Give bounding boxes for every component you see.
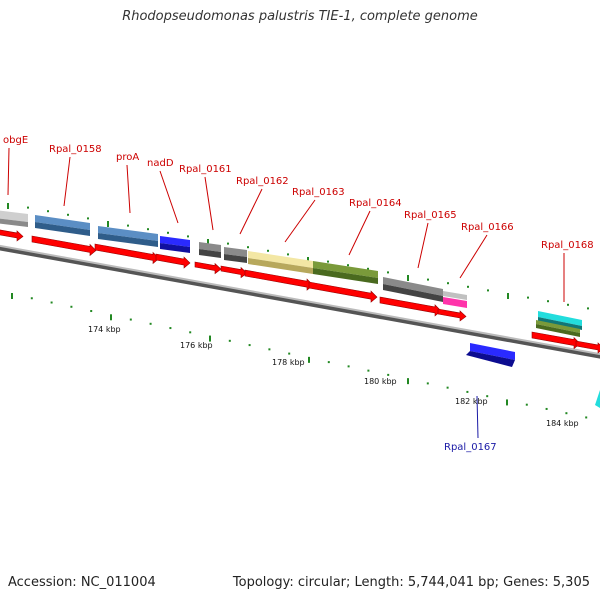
cds-track bbox=[0, 229, 600, 354]
scale-label-184: 184 kbp bbox=[546, 419, 579, 428]
cds-arrow[interactable] bbox=[31, 235, 97, 257]
leader-line bbox=[204, 176, 214, 231]
gene-label-rpal-0165: Rpal_0165 bbox=[404, 210, 457, 221]
tick-tracks bbox=[7, 203, 589, 419]
gene-label-rpal-0163: Rpal_0163 bbox=[292, 187, 345, 198]
leader-line bbox=[476, 395, 479, 439]
scale-label-174: 174 kbp bbox=[88, 325, 121, 334]
gene-label-rpal-0164: Rpal_0164 bbox=[349, 198, 402, 209]
gene-label-rpal-0161: Rpal_0161 bbox=[179, 164, 232, 175]
feature-proA[interactable] bbox=[98, 226, 158, 247]
map-title: Rhodopseudomonas palustris TIE-1, comple… bbox=[122, 9, 478, 24]
scale-labels: 174 kbp 176 kbp 178 kbp 180 kbp 182 kbp … bbox=[88, 325, 579, 428]
gene-label-obgE: obgE bbox=[3, 135, 28, 146]
leader-line bbox=[7, 147, 10, 196]
cds-arrow[interactable] bbox=[575, 340, 600, 354]
gene-label-rpal-0166: Rpal_0166 bbox=[461, 222, 514, 233]
feature-rpal-0161[interactable] bbox=[199, 242, 221, 258]
cds-arrow[interactable] bbox=[194, 261, 222, 275]
scale-label-182: 182 kbp bbox=[455, 397, 488, 406]
feature-nadD[interactable] bbox=[160, 236, 190, 253]
cds-arrow[interactable] bbox=[0, 229, 24, 242]
topology-label: Topology: circular; Length: 5,744,041 bp… bbox=[232, 575, 590, 590]
cds-arrow[interactable] bbox=[155, 253, 191, 269]
feature-rpal-0168[interactable] bbox=[536, 311, 582, 337]
accession-label: Accession: NC_011004 bbox=[8, 575, 156, 590]
genome-backbone bbox=[0, 244, 600, 359]
leader-line bbox=[159, 170, 179, 224]
cds-arrow[interactable] bbox=[220, 265, 248, 279]
scale-label-176: 176 kbp bbox=[180, 341, 213, 350]
feature-rpal-0167[interactable] bbox=[466, 343, 515, 367]
gene-label-rpal-0162: Rpal_0162 bbox=[236, 176, 289, 187]
leader-line bbox=[239, 188, 263, 235]
feature-rpal-0158[interactable] bbox=[35, 215, 90, 236]
feature-track bbox=[0, 210, 600, 408]
cds-arrow[interactable] bbox=[308, 281, 378, 303]
leader-line bbox=[348, 210, 371, 256]
feature-edge-cyan[interactable] bbox=[595, 390, 600, 408]
gene-labels: obgE Rpal_0158 proA nadD Rpal_0161 Rpal_… bbox=[3, 135, 594, 453]
cds-arrow[interactable] bbox=[437, 308, 467, 322]
gene-label-proA: proA bbox=[116, 152, 139, 163]
feature-rpal-0165[interactable] bbox=[383, 277, 443, 302]
feature-rpal-0166[interactable] bbox=[443, 291, 467, 308]
gene-label-rpal-0167: Rpal_0167 bbox=[444, 442, 497, 453]
cds-arrow[interactable] bbox=[94, 243, 160, 265]
cds-arrow[interactable] bbox=[379, 296, 442, 317]
gene-label-rpal-0168: Rpal_0168 bbox=[541, 240, 594, 251]
label-leaders bbox=[7, 147, 565, 439]
scale-label-178: 178 kbp bbox=[272, 358, 305, 367]
feature-rpal-0163[interactable] bbox=[248, 251, 313, 274]
feature-obgE[interactable] bbox=[0, 210, 28, 227]
leader-line bbox=[284, 199, 316, 243]
leader-line bbox=[459, 234, 488, 279]
gene-label-rpal-0158: Rpal_0158 bbox=[49, 144, 102, 155]
leader-line bbox=[126, 164, 131, 214]
cds-arrow[interactable] bbox=[244, 269, 314, 291]
scale-label-180: 180 kbp bbox=[364, 377, 397, 386]
leader-line bbox=[63, 156, 71, 207]
feature-rpal-0164[interactable] bbox=[313, 261, 378, 284]
feature-rpal-0162[interactable] bbox=[224, 247, 247, 263]
leader-line bbox=[417, 222, 429, 269]
gene-label-nadD: nadD bbox=[147, 158, 174, 169]
